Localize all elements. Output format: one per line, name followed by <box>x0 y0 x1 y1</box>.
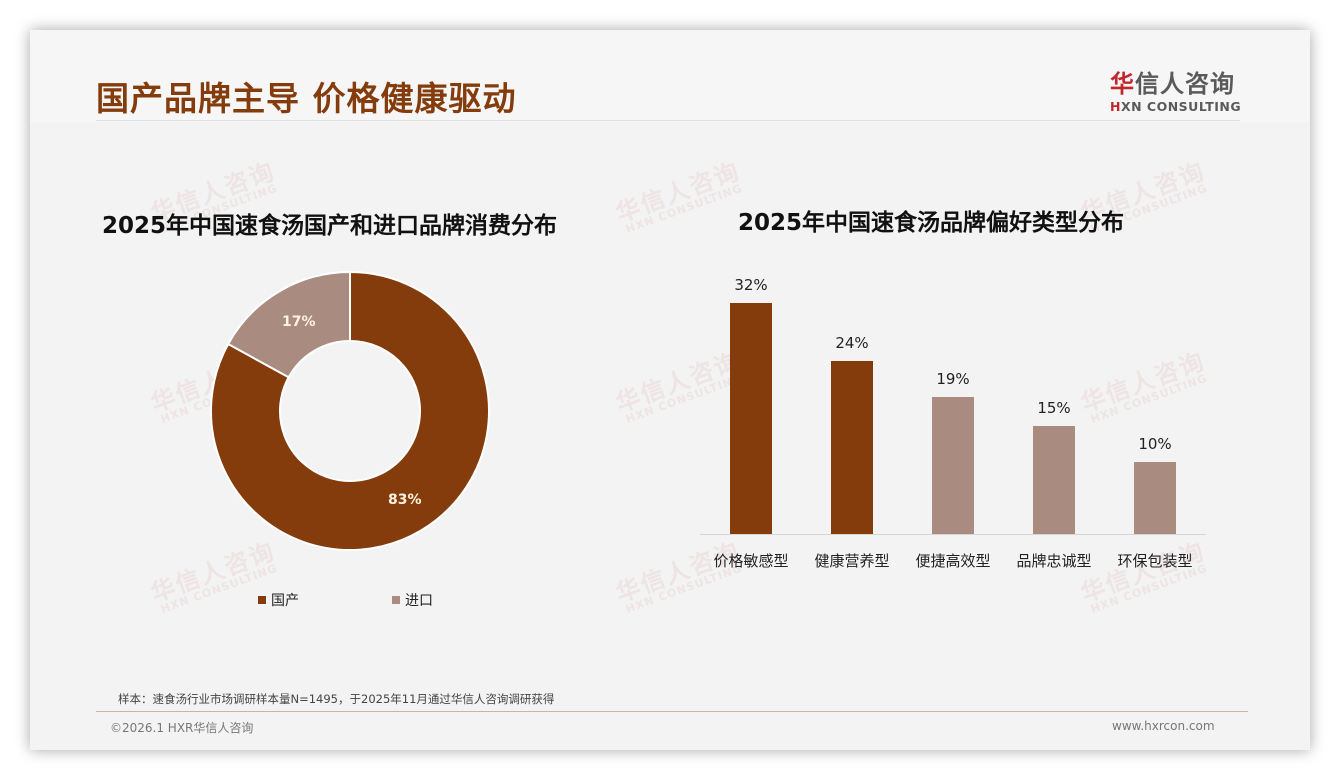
bar-chart-title: 2025年中国速食汤品牌偏好类型分布 <box>738 210 1125 236</box>
bar-category-label: 环保包装型 <box>1117 552 1193 570</box>
donut-chart: 83% 17% <box>210 270 490 551</box>
donut-chart-svg <box>210 270 490 551</box>
bar-price-sensitive <box>730 303 772 534</box>
logo-en: HXN CONSULTING <box>1110 99 1242 114</box>
copyright: ©2026.1 HXR华信人咨询 <box>110 721 254 735</box>
bar-value-label: 24% <box>835 334 869 352</box>
bar-convenience <box>932 397 974 534</box>
donut-label-domestic: 83% <box>388 492 422 508</box>
page-title: 国产品牌主导 价格健康驱动 <box>96 79 517 118</box>
donut-slice-1 <box>226 270 351 379</box>
slide: 华信人咨询 HXN CONSULTING 华信人咨询 HXN CONSULTING … <box>30 30 1310 750</box>
bar-eco-packaging <box>1134 462 1176 534</box>
legend-item-domestic: 国产 <box>258 590 299 610</box>
legend-item-import: 进口 <box>392 590 433 610</box>
bar-value-label: 10% <box>1138 435 1172 453</box>
donut-slice-0 <box>210 270 490 551</box>
header-band <box>30 30 1310 122</box>
header-divider <box>96 120 1240 121</box>
donut-chart-title: 2025年中国速食汤国产和进口品牌消费分布 <box>102 213 558 239</box>
bar-category-label: 价格敏感型 <box>713 552 789 570</box>
footer-divider <box>96 711 1248 712</box>
company-logo: 华信人咨询 HXN CONSULTING <box>1110 64 1242 114</box>
legend-swatch-domestic <box>258 596 266 604</box>
bar-category-label: 健康营养型 <box>814 552 890 570</box>
bar-brand-loyalty <box>1033 426 1075 534</box>
sample-note: 样本：速食汤行业市场调研样本量N=1495，于2025年11月通过华信人咨询调研… <box>118 692 555 706</box>
bar-category-label: 品牌忠诚型 <box>1016 552 1092 570</box>
logo-cn: 华信人咨询 <box>1110 70 1235 98</box>
bar-category-label: 便捷高效型 <box>915 552 991 570</box>
website-link[interactable]: www.hxrcon.com <box>1112 719 1215 733</box>
bar-chart: 32% 价格敏感型 24% 健康营养型 19% 便捷高效型 15% 品牌忠诚型 … <box>700 270 1206 580</box>
legend-swatch-import <box>392 596 400 604</box>
bar-value-label: 19% <box>936 370 970 388</box>
bar-value-label: 32% <box>734 276 768 294</box>
bar-health-nutrition <box>831 361 873 534</box>
x-axis-line <box>700 534 1206 535</box>
bar-value-label: 15% <box>1037 399 1071 417</box>
donut-label-import: 17% <box>282 314 316 330</box>
